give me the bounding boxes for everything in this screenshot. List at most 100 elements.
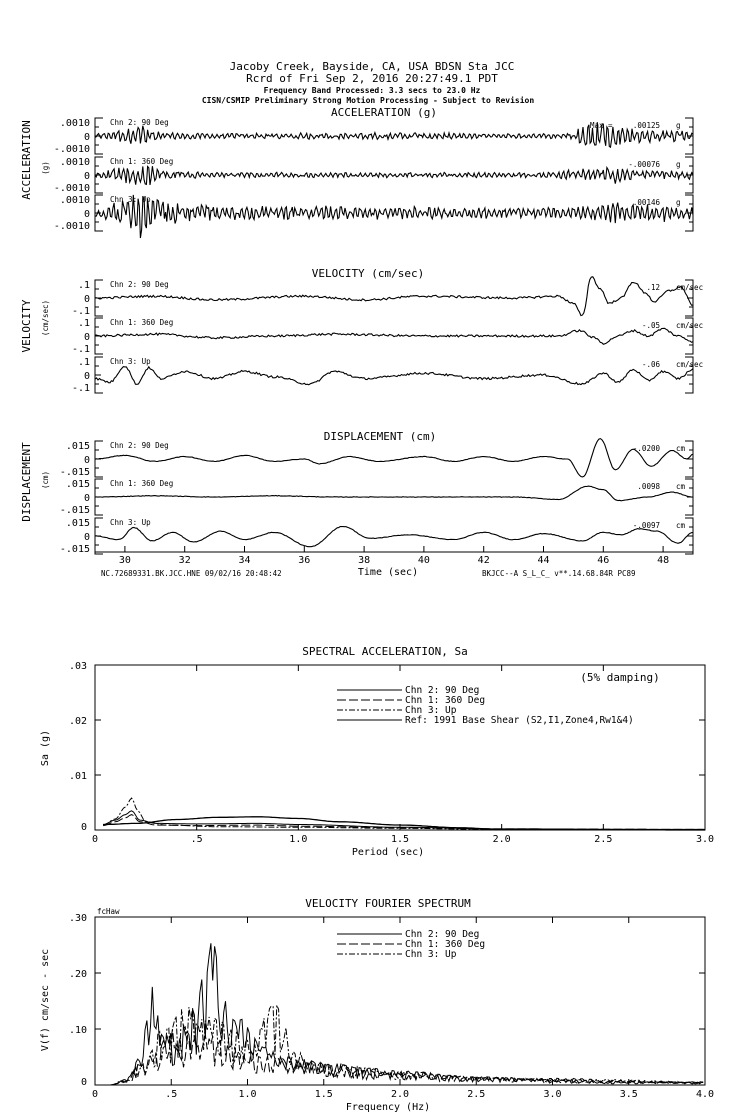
max-value: .12	[646, 283, 660, 292]
series-line	[103, 816, 705, 831]
y-tick-label: 0	[81, 822, 87, 833]
y-tick-label: .02	[69, 716, 87, 727]
time-tick-label: 46	[597, 555, 609, 566]
max-value: .00146	[633, 198, 661, 207]
x-tick-label: 1.5	[391, 834, 409, 845]
y-tick-label: .01	[69, 771, 87, 782]
unit-label: cm/sec	[676, 360, 703, 369]
unit-label: g	[676, 198, 681, 207]
header-station: Jacoby Creek, Bayside, CA, USA BDSN Sta …	[230, 60, 515, 73]
y-tick-label: .10	[69, 1025, 87, 1036]
unit-label: g	[676, 160, 681, 169]
trace-line	[94, 365, 694, 386]
y-tick-label: -.1	[72, 306, 90, 317]
y-tick-label: -.0010	[54, 221, 90, 232]
y-tick-label: .0010	[60, 118, 90, 129]
velocity-title: VELOCITY (cm/sec)	[312, 267, 425, 280]
trace-line	[94, 194, 694, 239]
time-tick-label: 44	[537, 555, 549, 566]
max-value: -.00076	[628, 160, 660, 169]
y-tick-label: 0	[84, 132, 90, 143]
time-tick-label: 30	[119, 555, 131, 566]
fourier-corner-label: fcHaw	[97, 907, 120, 916]
y-tick-label: .1	[78, 280, 90, 291]
time-axis-label: Time (sec)	[358, 567, 418, 578]
y-axis-frame	[94, 117, 103, 155]
y-tick-label: -.0010	[54, 144, 90, 155]
y-tick-label: .03	[69, 661, 87, 672]
y-tick-label: .015	[66, 441, 90, 452]
time-tick-label: 48	[657, 555, 669, 566]
right-axis-frame	[685, 317, 694, 355]
fourier-title: VELOCITY FOURIER SPECTRUM	[305, 897, 471, 910]
y-tick-label: 0	[84, 209, 90, 220]
trace-line	[94, 525, 694, 548]
footer-processing-id: BKJCC--A S_L_C_ v**.14.68.84R PC89	[482, 569, 636, 578]
y-tick-label: 0	[84, 371, 90, 382]
plot-frame	[94, 916, 706, 1086]
damping-note: (5% damping)	[580, 671, 659, 684]
max-value: -.05	[642, 321, 660, 330]
y-tick-label: .015	[66, 518, 90, 529]
legend-label: Chn 3: Up	[405, 949, 457, 960]
y-tick-label: .015	[66, 479, 90, 490]
y-axis-frame	[94, 356, 103, 394]
y-tick-label: .1	[78, 357, 90, 368]
unit-label: cm	[676, 482, 686, 491]
displacement-yunit: (cm)	[41, 471, 50, 489]
y-tick-label: 0	[84, 455, 90, 466]
time-tick-label: 32	[179, 555, 191, 566]
y-tick-label: 0	[84, 493, 90, 504]
x-tick-label: 1.0	[289, 834, 307, 845]
period-axis-label: Period (sec)	[352, 847, 424, 858]
y-tick-label: 0	[81, 1077, 87, 1088]
channel-label: Chn 2: 90 Deg	[110, 280, 169, 289]
velocity-ylabel: VELOCITY	[20, 299, 33, 352]
y-tick-label: .20	[69, 969, 87, 980]
y-tick-label: 0	[84, 332, 90, 343]
trace-line	[94, 276, 694, 317]
max-value: -.06	[642, 360, 661, 369]
legend-label: Chn 2: 90 Deg	[405, 685, 479, 696]
displacement-title: DISPLACEMENT (cm)	[324, 430, 437, 443]
acceleration-title: ACCELERATION (g)	[331, 106, 437, 119]
legend-label: Chn 3: Up	[405, 705, 457, 716]
max-value: .00125	[633, 121, 660, 130]
legend-label: Ref: 1991 Base Shear (S2,I1,Zone4,Rw1&4)	[405, 715, 634, 726]
x-tick-label: 0	[92, 1089, 98, 1100]
y-tick-label: -.015	[60, 544, 90, 555]
x-tick-label: 2.5	[594, 834, 612, 845]
channel-label: Chn 1: 360 Deg	[110, 479, 173, 488]
frequency-axis-label: Frequency (Hz)	[346, 1102, 430, 1113]
time-tick-label: 36	[298, 555, 310, 566]
displacement-ylabel: DISPLACEMENT	[20, 442, 33, 522]
header-record-time: Rcrd of Fri Sep 2, 2016 20:27:49.1 PDT	[246, 72, 498, 85]
right-axis-frame	[685, 279, 694, 317]
right-axis-frame	[685, 117, 694, 155]
max-value: -.0097	[633, 521, 660, 530]
unit-label: cm/sec	[676, 283, 703, 292]
x-tick-label: 0	[92, 834, 98, 845]
channel-label: Chn 1: 360 Deg	[110, 318, 173, 327]
trace-line	[94, 485, 694, 502]
sa-axis-label: Sa (g)	[40, 730, 51, 766]
legend-label: Chn 2: 90 Deg	[405, 929, 479, 940]
y-tick-label: -.015	[60, 467, 90, 478]
trace-line	[94, 437, 694, 478]
x-tick-label: 1.0	[238, 1089, 256, 1100]
y-axis-frame	[94, 156, 103, 194]
header-frequency-band: Frequency Band Processed: 3.3 secs to 23…	[264, 86, 481, 95]
header-processing-note: CISN/CSMIP Preliminary Strong Motion Pro…	[202, 95, 535, 105]
right-axis-frame	[685, 440, 694, 478]
velocity-yunit: (cm/sec)	[41, 300, 50, 336]
y-tick-label: .0010	[60, 195, 90, 206]
y-tick-label: -.1	[72, 344, 90, 355]
y-tick-label: .0010	[60, 157, 90, 168]
spectral-acceleration-title: SPECTRAL ACCELERATION, Sa	[302, 645, 468, 658]
time-tick-label: 34	[238, 555, 250, 566]
max-value: -.0200	[633, 444, 661, 453]
channel-label: Chn 1: 360 Deg	[110, 157, 173, 166]
fourier-ylabel: V(f) cm/sec - sec	[40, 949, 51, 1051]
channel-label: Chn 2: 90 Deg	[110, 118, 169, 127]
y-tick-label: 0	[84, 294, 90, 305]
